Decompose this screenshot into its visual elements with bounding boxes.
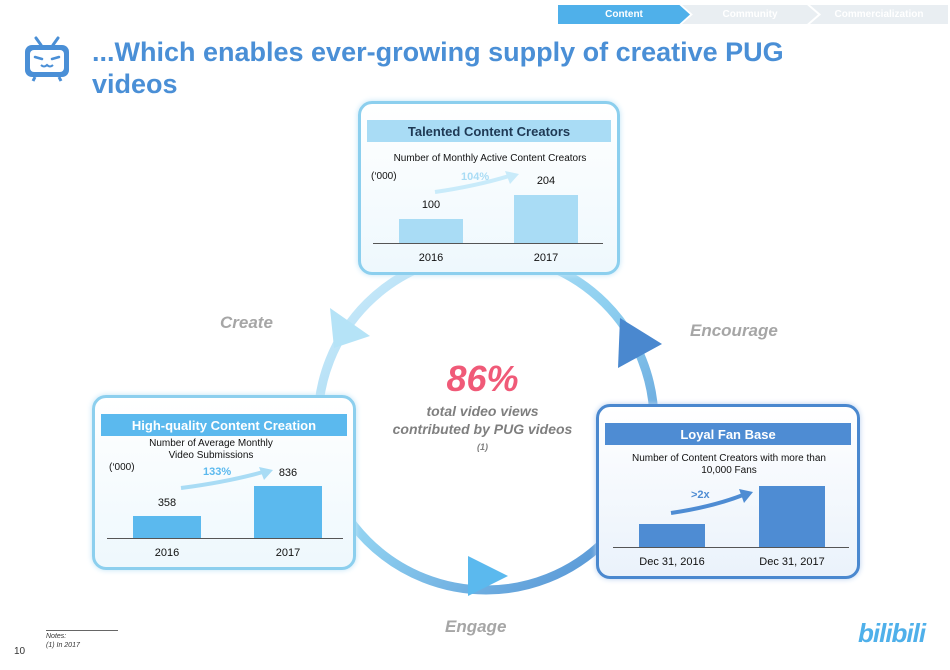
nav-tab-commercialization[interactable]: Commercialization [810, 5, 948, 24]
tick-label: 2016 [154, 547, 180, 559]
nav-tab-community[interactable]: Community [682, 5, 818, 24]
chart-unit: (‘000) [371, 171, 397, 182]
nav-tab-label: Content [605, 9, 643, 20]
growth-arrow-icon [670, 489, 753, 515]
talented-creators-panel: Talented Content Creators Number of Mont… [358, 101, 620, 275]
bar-dec-2016 [639, 524, 705, 547]
notes: Notes: (1) In 2017 [46, 632, 80, 650]
cycle-label-engage: Engage [445, 617, 507, 636]
panel-title: High-quality Content Creation [101, 414, 347, 436]
bilibili-tv-icon [25, 36, 69, 82]
create-arrow-icon [330, 308, 370, 348]
x-axis [613, 547, 849, 548]
page-title: ...Which enables ever-growing supply of … [92, 36, 892, 100]
x-axis [373, 243, 603, 244]
stat-text: total video views contributed by PUG vid… [392, 403, 573, 437]
chart-subtitle: Number of Content Creators with more tha… [632, 453, 826, 476]
title-line-2: videos [92, 69, 178, 99]
chart-subtitle: Number of Average Monthly Video Submissi… [149, 438, 273, 461]
growth-label: 104% [461, 171, 490, 183]
data-label: 358 [157, 497, 177, 509]
data-label: 204 [536, 175, 556, 187]
nav-tab-content[interactable]: Content [558, 5, 690, 24]
bar-2017 [514, 195, 578, 243]
page-number: 10 [14, 646, 26, 657]
tick-label: 2017 [275, 547, 301, 559]
notes-divider [46, 630, 118, 631]
tick-label: Dec 31, 2017 [759, 556, 825, 568]
cycle-label-create: Create [220, 313, 273, 332]
nav-tab-label: Commercialization [834, 9, 924, 20]
tick-label: 2017 [533, 252, 559, 264]
data-label: 100 [421, 199, 441, 211]
growth-label: 133% [203, 466, 232, 478]
note-1: (1) In 2017 [46, 642, 80, 649]
bar-2016 [399, 219, 463, 243]
panel-title: Talented Content Creators [367, 120, 611, 142]
chart-subtitle: Number of Monthly Active Content Creator… [393, 153, 587, 164]
nav-tab-label: Community [722, 9, 778, 20]
stat-description: total video views contributed by PUG vid… [390, 402, 575, 460]
stat-footnote: (1) [477, 442, 488, 452]
notes-title: Notes: [46, 633, 67, 640]
growth-arrow-icon [434, 171, 519, 194]
tick-label: Dec 31, 2016 [639, 556, 705, 568]
brand-text: bilibili [858, 618, 926, 648]
panel-title: Loyal Fan Base [605, 423, 851, 445]
growth-label: >2x [691, 489, 710, 501]
bilibili-logo: bilibili [858, 618, 926, 649]
bar-dec-2017 [759, 486, 825, 547]
engage-arrow-icon [468, 556, 508, 596]
data-label: 836 [278, 467, 298, 479]
stat-percentage: 86% [446, 358, 519, 399]
tick-label: 2016 [418, 252, 444, 264]
encourage-arrow-icon [618, 318, 662, 368]
growth-arrow-icon [180, 467, 273, 490]
cycle-label-encourage: Encourage [690, 321, 778, 340]
bar-2017 [254, 486, 322, 538]
chart-unit: (‘000) [109, 462, 135, 473]
x-axis [107, 538, 343, 539]
loyal-fan-base-panel: Loyal Fan Base Number of Content Creator… [596, 404, 860, 579]
title-line-1: ...Which enables ever-growing supply of … [92, 37, 784, 67]
quality-content-panel: High-quality Content Creation Number of … [92, 395, 356, 570]
bar-2016 [133, 516, 201, 538]
